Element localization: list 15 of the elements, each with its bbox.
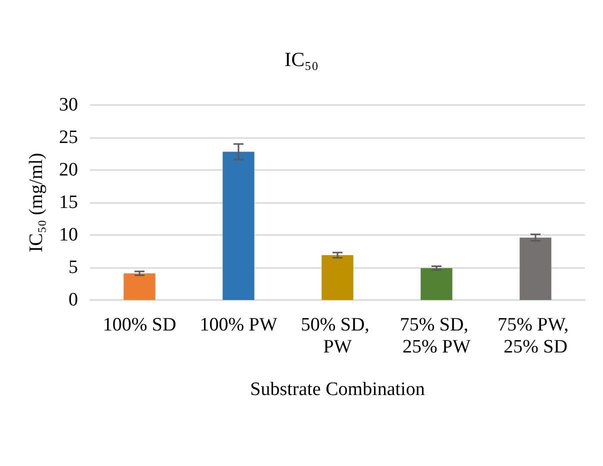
y-tick-label: 10	[59, 224, 78, 246]
y-tick-label: 0	[68, 290, 78, 310]
chart-title: IC₅₀	[284, 49, 318, 71]
y-tick-label: 30	[59, 94, 78, 116]
x-tick-label: 75% SD, 25% PW	[400, 314, 474, 358]
x-axis-title: Substrate Combination	[250, 379, 426, 400]
x-tick-label: 100% PW	[200, 314, 278, 336]
x-tick-label: 100% SD	[102, 314, 176, 336]
y-tick-label: 20	[59, 160, 78, 180]
y-axis-title: IC₅₀ (mg/ml)	[26, 152, 47, 252]
y-tick-label: 25	[59, 127, 78, 148]
y-tick-label: 15	[59, 192, 78, 213]
y-tick-label: 5	[68, 257, 78, 278]
x-tick-label: 75% PW, 25% SD	[498, 314, 574, 358]
x-tick-label: 50% SD, PW	[300, 314, 374, 358]
